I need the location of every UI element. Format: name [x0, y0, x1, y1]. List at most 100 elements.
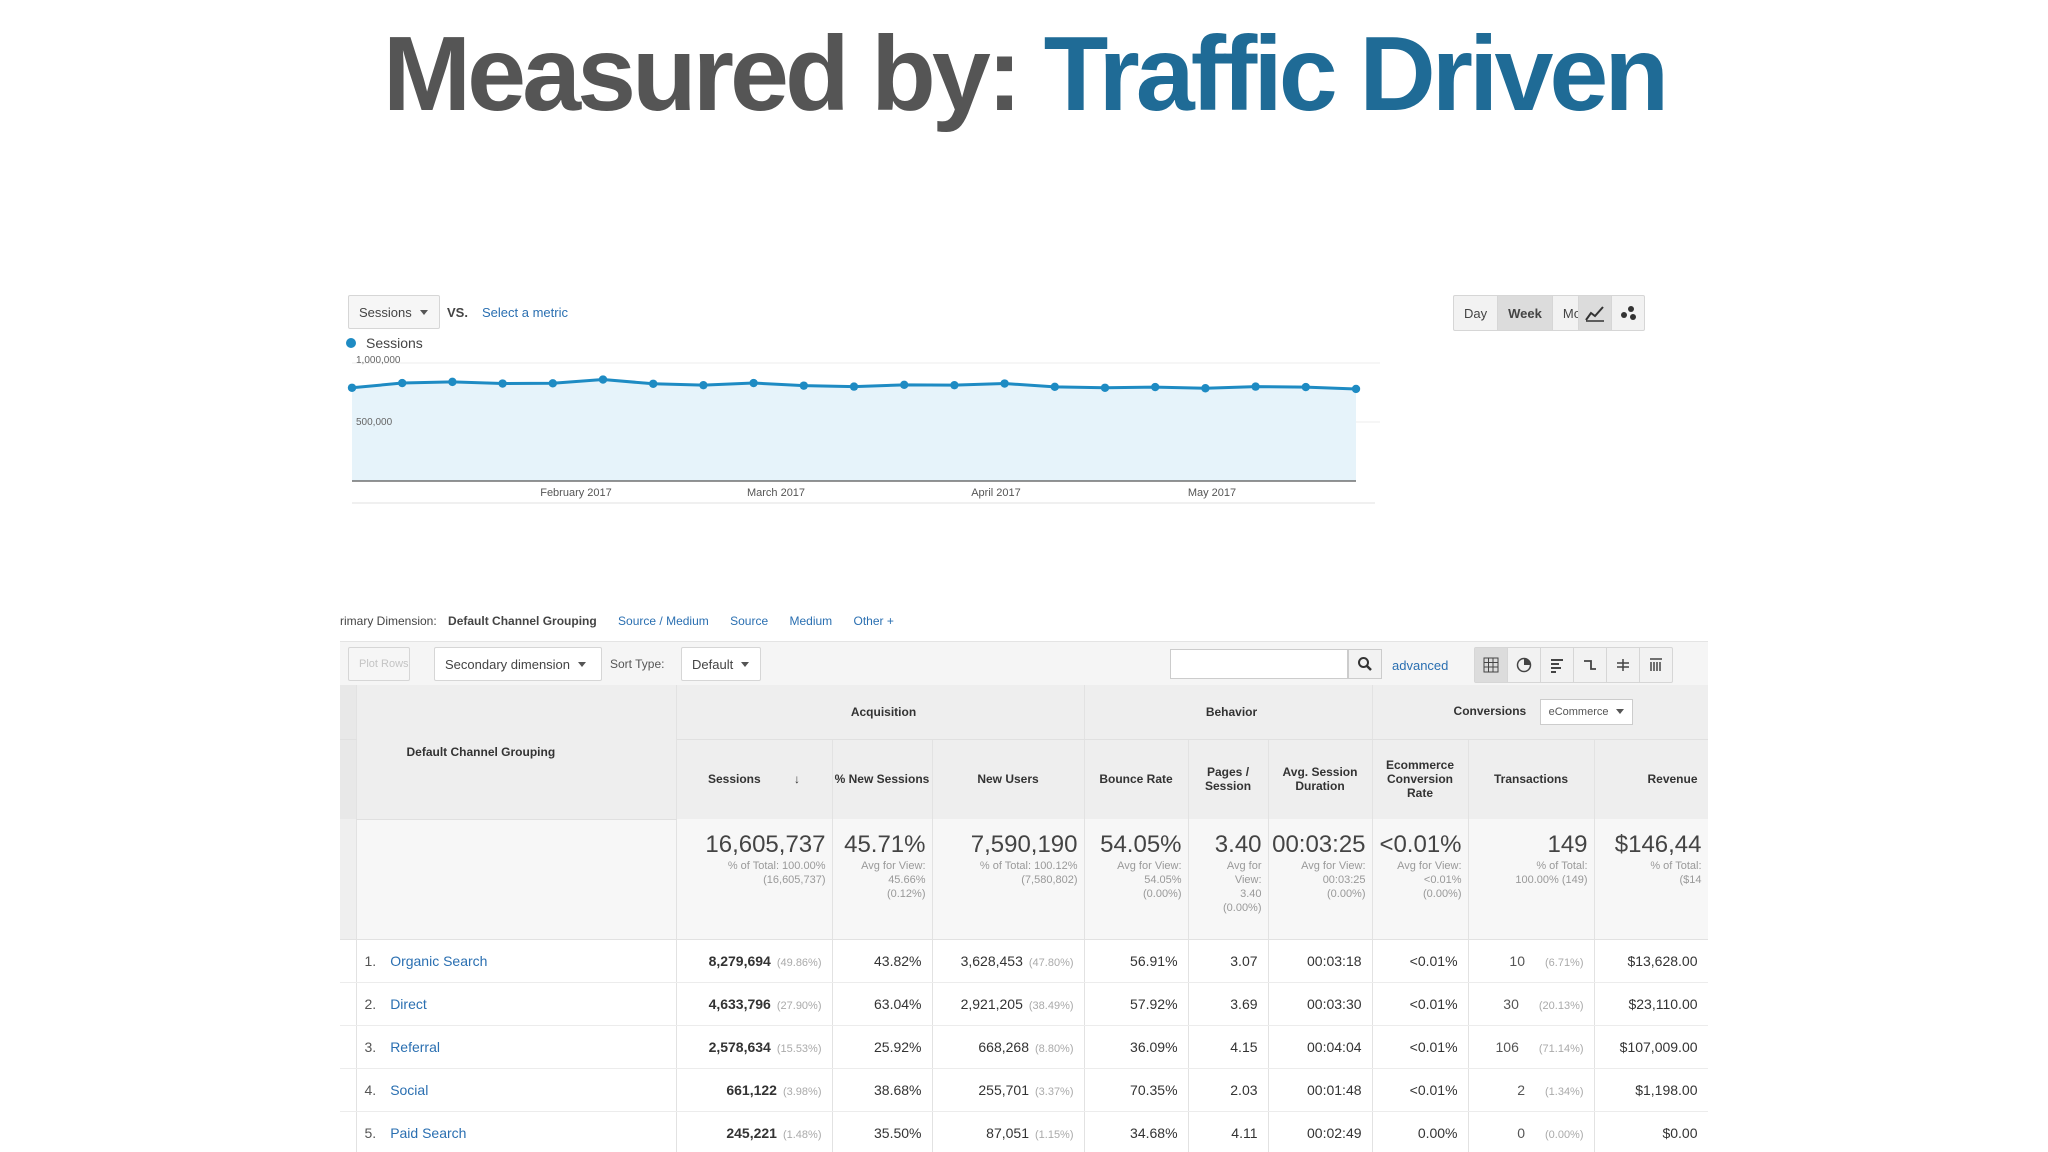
- comparison-icon[interactable]: [1574, 648, 1607, 682]
- select-metric-link[interactable]: Select a metric: [482, 305, 568, 320]
- dimension-medium[interactable]: Medium: [789, 614, 833, 628]
- analytics-report: Sessions VS. Select a metric Day Week Mo…: [340, 285, 1708, 1152]
- cell-pages-session: 4.11: [1188, 1111, 1269, 1152]
- totals-subtext: (0.00%): [1142, 888, 1182, 900]
- chart-type-group: [1578, 295, 1645, 331]
- cell-avg-duration: 00:03:30: [1268, 982, 1373, 1026]
- granularity-week[interactable]: Week: [1498, 296, 1553, 330]
- revenue-value: $0.00: [1662, 1124, 1698, 1141]
- col-pages-session[interactable]: Pages / Session: [1188, 739, 1269, 819]
- cell-pages-session: 2.03: [1188, 1068, 1269, 1112]
- series-area: [352, 379, 1356, 481]
- row-channel-link[interactable]: Paid Search: [390, 1124, 467, 1141]
- col-new-sessions[interactable]: % New Sessions: [832, 739, 933, 819]
- row-channel-link[interactable]: Direct: [390, 995, 427, 1012]
- row-name-cell: 4. Social: [356, 1068, 677, 1112]
- data-point: [1251, 382, 1260, 391]
- view-mode-group: [1474, 647, 1673, 683]
- data-table-icon[interactable]: [1475, 648, 1508, 682]
- col-transactions[interactable]: Transactions: [1468, 739, 1595, 819]
- col-sessions[interactable]: Sessions ↓: [675, 739, 833, 819]
- transactions-value: 30: [1503, 995, 1519, 1012]
- data-point: [950, 380, 959, 390]
- cell-transactions: 2 (1.34%): [1468, 1068, 1595, 1112]
- performance-icon[interactable]: [1541, 648, 1574, 682]
- row-checkbox-cell[interactable]: [340, 939, 357, 983]
- conversions-select[interactable]: eCommerce: [1539, 698, 1634, 725]
- sort-desc-icon[interactable]: ↓: [794, 772, 801, 787]
- cell-bounce-rate: 70.35%: [1084, 1068, 1189, 1112]
- row-name-cell: 3. Referral: [356, 1025, 677, 1069]
- metric-select-label: Sessions: [359, 304, 412, 320]
- col-avg-duration[interactable]: Avg. Session Duration: [1268, 739, 1373, 819]
- cell-pages-session: 3.07: [1188, 939, 1269, 983]
- cell-transactions: 106 (71.14%): [1468, 1025, 1595, 1069]
- term-cloud-icon[interactable]: [1607, 648, 1640, 682]
- totals-subtext: ($14: [1679, 874, 1702, 886]
- pages-value: 4.11: [1231, 1124, 1258, 1141]
- line-chart-icon[interactable]: [1579, 296, 1612, 330]
- totals-cell: <0.01% Avg for View: <0.01% (0.00%): [1372, 819, 1469, 940]
- new-users-pct: (3.37%): [1034, 1085, 1074, 1098]
- row-channel-link[interactable]: Social: [390, 1081, 429, 1098]
- data-point: [1201, 384, 1210, 393]
- sort-type-select[interactable]: Default: [681, 647, 761, 681]
- search-icon[interactable]: [1348, 649, 1382, 679]
- transactions-pct: (71.14%): [1538, 1042, 1584, 1055]
- sessions-value: 2,578,634: [708, 1038, 771, 1055]
- col-sessions-label: Sessions: [707, 772, 761, 787]
- table-search-input[interactable]: [1170, 649, 1348, 679]
- row-checkbox-cell[interactable]: [340, 982, 357, 1026]
- data-point: [799, 381, 808, 390]
- duration-value: 00:03:30: [1307, 995, 1362, 1012]
- col-revenue[interactable]: Revenue: [1594, 739, 1708, 819]
- data-point: [1351, 384, 1361, 394]
- granularity-day[interactable]: Day: [1454, 296, 1499, 330]
- row-checkbox-cell[interactable]: [340, 1025, 357, 1069]
- data-table: Default Channel Grouping Acquisition Beh…: [340, 685, 1708, 1152]
- cell-new-users: 87,051 (1.15%): [932, 1111, 1085, 1152]
- dimension-source[interactable]: Source: [730, 614, 769, 628]
- motion-chart-icon[interactable]: [1612, 296, 1644, 330]
- row-channel-link[interactable]: Referral: [390, 1038, 440, 1055]
- cell-revenue: $13,628.00: [1594, 939, 1708, 983]
- totals-cell: 3.40 Avg for View: 3.40 (0.00%): [1188, 819, 1269, 940]
- bounce-rate-value: 34.68%: [1130, 1124, 1178, 1141]
- totals-subtext: <0.01%: [1423, 874, 1462, 886]
- secondary-dimension-select[interactable]: Secondary dimension: [434, 647, 602, 681]
- col-bounce-rate[interactable]: Bounce Rate: [1084, 739, 1189, 819]
- row-index: 3.: [364, 1038, 377, 1055]
- plot-rows-button[interactable]: Plot Rows: [348, 647, 410, 681]
- acquisition-group-header: Acquisition: [675, 685, 1085, 740]
- advanced-link[interactable]: advanced: [1392, 658, 1449, 673]
- revenue-value: $13,628.00: [1627, 952, 1698, 969]
- dimension-other[interactable]: Other +: [853, 614, 894, 628]
- cell-sessions: 4,633,796 (27.90%): [675, 982, 833, 1026]
- totals-subtext: 45.66%: [888, 874, 926, 886]
- row-index: 5.: [364, 1124, 377, 1141]
- cell-revenue: $23,110.00: [1594, 982, 1708, 1026]
- cell-sessions: 661,122 (3.98%): [675, 1068, 833, 1112]
- dimension-column-header[interactable]: Default Channel Grouping: [356, 685, 677, 820]
- cell-revenue: $107,009.00: [1594, 1025, 1708, 1069]
- row-checkbox-cell[interactable]: [340, 1111, 357, 1152]
- dimension-source-medium[interactable]: Source / Medium: [618, 614, 709, 628]
- pivot-icon[interactable]: [1640, 648, 1672, 682]
- row-channel-link[interactable]: Organic Search: [390, 952, 488, 969]
- secondary-dimension-label: Secondary dimension: [445, 656, 571, 672]
- pie-icon[interactable]: [1508, 648, 1541, 682]
- conversion-value: 0.00%: [1417, 1124, 1458, 1141]
- totals-subtext: (16,605,737): [763, 874, 826, 886]
- totals-row: 16,605,737 % of Total: 100.00% (16,605,737…: [340, 819, 1708, 940]
- col-new-users[interactable]: New Users: [932, 739, 1085, 819]
- x-tick-label: April 2017: [971, 487, 1021, 499]
- new-sessions-value: 25.92%: [874, 1038, 922, 1055]
- metric-select[interactable]: Sessions: [348, 295, 440, 329]
- cell-new-sessions: 25.92%: [832, 1025, 933, 1069]
- cell-new-sessions: 43.82%: [832, 939, 933, 983]
- col-conversion-rate[interactable]: Ecommerce Conversion Rate: [1372, 739, 1469, 819]
- cell-transactions: 10 (6.71%): [1468, 939, 1595, 983]
- row-checkbox-cell[interactable]: [340, 1068, 357, 1112]
- row-index: 2.: [364, 995, 377, 1012]
- totals-subtext: Avg for View:: [1301, 860, 1366, 872]
